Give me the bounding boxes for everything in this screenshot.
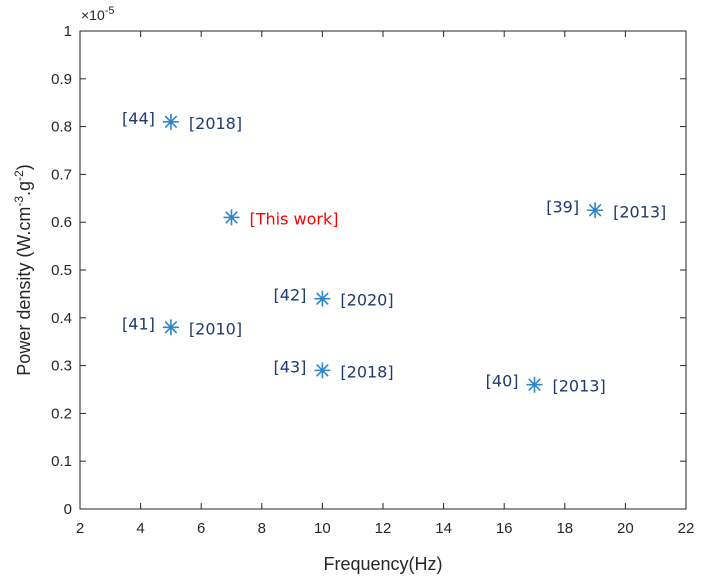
x-tick-label: 16 (496, 520, 513, 537)
data-points: [44] [2018] [This work] [39] [2013] [42] [2020… (122, 109, 666, 396)
x-tick-label: 18 (556, 520, 573, 537)
point-ref-label: [42] (274, 286, 307, 305)
asterisk-marker (587, 202, 604, 219)
x-axis-ticks: 2 4 6 8 10 12 14 16 18 20 22 (76, 31, 695, 537)
plot-area (79, 30, 687, 510)
point-year-label: [2020] (340, 291, 393, 310)
asterisk-marker (314, 290, 331, 307)
x-tick-label: 12 (375, 520, 392, 537)
point-year-label: [2010] (189, 319, 242, 338)
x-tick-label: 8 (258, 520, 266, 537)
data-point: [43] [2018] (274, 357, 394, 381)
x-tick-label: 6 (197, 520, 205, 537)
y-tick-label: 0.6 (51, 214, 72, 231)
y-tick-label: 0.4 (51, 310, 72, 327)
y-axis-ticks: 0 0.1 0.2 0.3 0.4 0.5 0.6 0.7 0.8 0.9 1 (51, 23, 686, 518)
y-tick-label: 0.5 (51, 262, 72, 279)
point-year-label: [2013] (553, 377, 606, 396)
this-work-label: [This work] (250, 209, 339, 228)
point-year-label: [2013] (613, 202, 666, 221)
point-year-label: [2018] (189, 114, 242, 133)
y-axis-exponent: ×10-5 (81, 5, 115, 23)
asterisk-marker (526, 376, 543, 393)
point-ref-label: [40] (486, 372, 519, 391)
y-tick-label: 0.9 (51, 71, 72, 88)
asterisk-marker (223, 209, 240, 226)
x-tick-label: 22 (678, 520, 695, 537)
y-tick-label: 1 (64, 23, 72, 40)
y-tick-label: 0.3 (51, 358, 72, 375)
x-tick-label: 4 (136, 520, 144, 537)
y-title-part-a: Power density (W.cm (14, 207, 34, 376)
asterisk-marker (162, 113, 179, 130)
asterisk-marker (162, 319, 179, 336)
data-point: [40] [2013] (486, 372, 606, 396)
point-ref-label: [41] (122, 314, 155, 333)
data-point: [41] [2010] (122, 314, 242, 338)
y-title-part-c: ) (14, 164, 34, 170)
point-ref-label: [43] (274, 357, 307, 376)
x-tick-label: 2 (76, 520, 84, 537)
data-point: [This work] (223, 209, 339, 228)
x-tick-label: 20 (617, 520, 634, 537)
y-title-sup-2: -2 (12, 170, 26, 181)
data-point: [42] [2020] (274, 286, 394, 310)
y-tick-label: 0 (64, 501, 72, 518)
y-axis-title: Power density (W.cm-3.g-2) (12, 164, 34, 375)
point-ref-label: [44] (122, 109, 155, 128)
point-ref-label: [39] (546, 197, 579, 216)
data-point: [44] [2018] (122, 109, 242, 133)
y-title-sup-1: -3 (12, 196, 26, 207)
x-tick-label: 14 (435, 520, 452, 537)
x-axis-title: Frequency(Hz) (323, 554, 442, 574)
y-tick-label: 0.8 (51, 119, 72, 136)
data-point: [39] [2013] (546, 197, 666, 221)
y-tick-label: 0.2 (51, 405, 72, 422)
y-title-part-b: .g (14, 181, 34, 196)
asterisk-marker (314, 362, 331, 379)
x-tick-label: 10 (314, 520, 331, 537)
exponent-base: ×10 (81, 7, 105, 23)
point-year-label: [2018] (340, 362, 393, 381)
y-tick-label: 0.1 (51, 453, 72, 470)
y-tick-label: 0.7 (51, 166, 72, 183)
exponent-power: -5 (105, 5, 115, 17)
